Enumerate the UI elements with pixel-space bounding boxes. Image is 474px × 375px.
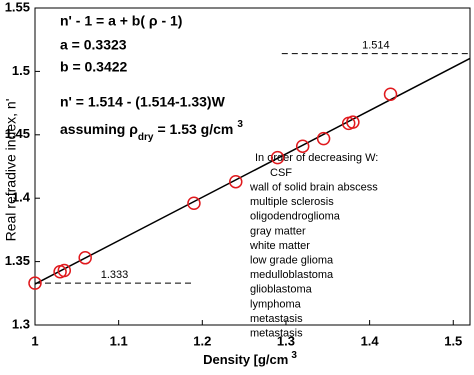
data-point bbox=[187, 196, 201, 211]
y-axis-label: Real refradive index, n' bbox=[3, 99, 19, 242]
data-point bbox=[229, 174, 243, 189]
assumption-rest: = 1.53 g/cm bbox=[157, 121, 233, 137]
assumption-sup: 3 bbox=[237, 119, 243, 130]
assumption: assuming ρdry= 1.53 g/cm 3 bbox=[60, 119, 243, 143]
legend-item: glioblastoma bbox=[250, 284, 313, 296]
legend-title: In order of decreasing W: bbox=[255, 152, 378, 164]
x-axis-label: Density [g/cm 3 bbox=[203, 350, 297, 368]
annotation: n' - 1 = a + b( ρ - 1) bbox=[60, 13, 182, 29]
x-tick-label: 1.5 bbox=[444, 333, 462, 348]
data-point bbox=[78, 251, 92, 265]
assumption-sub: dry bbox=[138, 132, 154, 143]
y-tick-label: 1.35 bbox=[5, 253, 30, 268]
x-tick-label: 1.4 bbox=[361, 333, 380, 348]
data-point bbox=[346, 115, 360, 129]
x-tick-label: 1.1 bbox=[110, 333, 128, 348]
annotation: a = 0.3323 bbox=[60, 37, 127, 53]
assumption-text: assuming ρ bbox=[60, 121, 138, 137]
x-tick-label: 1.3 bbox=[277, 333, 295, 348]
legend-item: oligodendroglioma bbox=[250, 211, 341, 223]
legend-item: CSF bbox=[270, 167, 292, 179]
reference-label: 1.514 bbox=[362, 40, 390, 52]
data-point bbox=[316, 131, 331, 146]
x-tick-label: 1 bbox=[31, 333, 38, 348]
x-tick-label: 1.2 bbox=[193, 333, 211, 348]
data-point bbox=[270, 150, 285, 165]
data-point bbox=[57, 263, 72, 278]
data-point bbox=[295, 139, 310, 153]
legend-item: metastasis bbox=[250, 328, 303, 340]
x-label-sup: 3 bbox=[291, 350, 297, 361]
legend-item: low grade glioma bbox=[250, 255, 334, 267]
y-tick-label: 1.55 bbox=[5, 0, 30, 14]
legend-item: lymphoma bbox=[250, 298, 302, 310]
legend-item: multiple sclerosis bbox=[250, 196, 334, 208]
legend-item: metastasis bbox=[250, 313, 303, 325]
y-tick-label: 1.5 bbox=[12, 63, 30, 78]
legend-item: medulloblastoma bbox=[250, 269, 334, 281]
legend-item: wall of solid brain abscess bbox=[249, 182, 378, 194]
plot-frame bbox=[34, 7, 471, 326]
annotation: n' = 1.514 - (1.514-1.33)W bbox=[60, 94, 226, 110]
legend-item: white matter bbox=[249, 240, 310, 252]
y-tick-label: 1.45 bbox=[5, 126, 30, 141]
data-point bbox=[383, 87, 398, 101]
y-tick-label: 1.4 bbox=[12, 190, 31, 205]
annotation: b = 0.3422 bbox=[60, 59, 128, 75]
reference-label: 1.333 bbox=[101, 269, 129, 281]
data-point bbox=[28, 276, 42, 290]
x-label-text: Density [g/cm bbox=[203, 352, 288, 367]
fit-line bbox=[34, 57, 471, 285]
y-tick-label: 1.3 bbox=[12, 316, 30, 331]
legend-item: gray matter bbox=[250, 225, 306, 237]
